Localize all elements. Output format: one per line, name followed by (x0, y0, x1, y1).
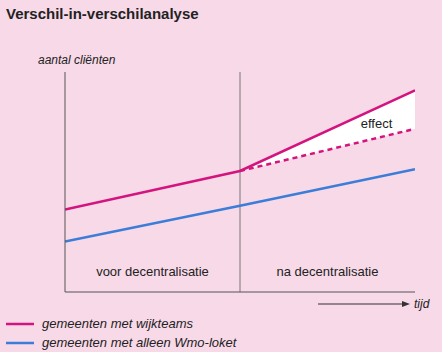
html-text:aantal cliënten: aantal cliënten (38, 53, 116, 67)
svg-text:tijd: tijd (414, 297, 430, 311)
html-text:gemeenten met wijkteams: gemeenten met wijkteams (42, 316, 193, 331)
svg-text:na decentralisatie: na decentralisatie (277, 264, 379, 279)
html-text:gemeenten met alleen Wmo-loket: gemeenten met alleen Wmo-loket (42, 335, 237, 350)
html-text:Verschil-in-verschilanalyse: Verschil-in-verschilanalyse (6, 5, 199, 22)
svg-text:effect: effect (361, 116, 393, 131)
svg-text:voor decentralisatie: voor decentralisatie (96, 264, 209, 279)
